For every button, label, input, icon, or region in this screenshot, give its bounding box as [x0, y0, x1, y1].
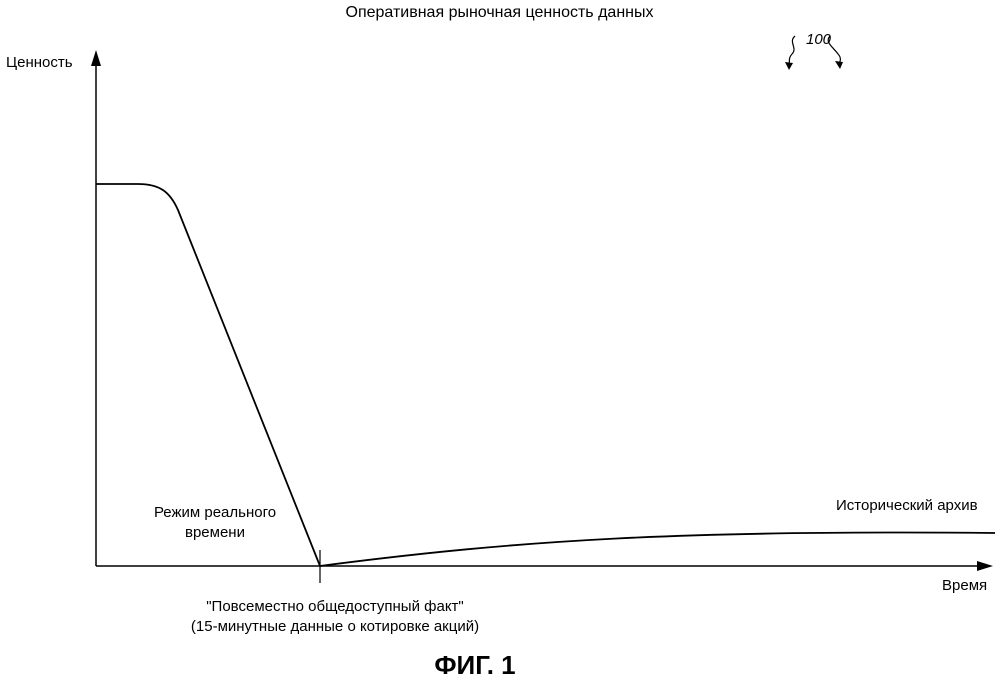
y-axis-arrow [91, 50, 101, 66]
transition-label-line-2: (15-минутные данные о котировке акций) [150, 617, 520, 637]
real-time-label-line-2: времени [120, 523, 310, 543]
transition-label-line-1: "Повсеместно общедоступный факт" [150, 597, 520, 617]
reference-left-arrowhead [785, 62, 793, 70]
transition-point-label: "Повсеместно общедоступный факт" (15-мин… [150, 597, 520, 637]
reference-right-arrowhead [835, 61, 843, 69]
archive-value-curve [320, 532, 995, 566]
reference-left-squiggle [789, 36, 795, 66]
historical-archive-label: Исторический архив [836, 497, 978, 515]
real-time-label-line-1: Режим реального [120, 503, 310, 523]
reference-number: 100 [806, 31, 831, 49]
x-axis-arrow [977, 561, 993, 571]
diagram-title: Оперативная рыночная ценность данных [0, 4, 999, 22]
figure-caption: ФИГ. 1 [0, 656, 950, 674]
x-axis-label: Время [942, 577, 987, 595]
y-axis-label: Ценность [6, 54, 73, 72]
real-time-region-label: Режим реального времени [120, 503, 310, 543]
